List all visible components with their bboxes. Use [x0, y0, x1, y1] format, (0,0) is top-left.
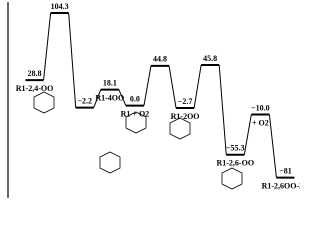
molecule [125, 111, 147, 134]
level-label: R1-2,6OO-3O [262, 181, 300, 190]
connector [43, 13, 52, 81]
page: 28.8 R1-2,4-OO 104.3 −2.2 18.1 R1-4OO 0.0 R1 + … [7, 1, 300, 198]
connector [93, 89, 102, 108]
connector [218, 64, 227, 155]
connector [68, 13, 77, 108]
value-label: 28.8 [28, 69, 42, 78]
connector [143, 65, 152, 106]
level-label: R1-4OO [95, 93, 124, 102]
value-label: −81 [279, 166, 292, 175]
value-label: −2.7 [178, 97, 193, 106]
level-label: R1-2OO [171, 112, 200, 121]
level-label: R1 + O2 [121, 109, 150, 118]
molecule [221, 167, 243, 190]
value-label: 44.8 [153, 55, 167, 64]
value-label: 18.1 [103, 78, 117, 87]
value-label: 0.0 [130, 94, 140, 103]
connector [268, 114, 277, 178]
value-label: −2.2 [77, 96, 92, 105]
chart: 28.8 R1-2,4-OO 104.3 −2.2 18.1 R1-4OO 0.0 R1 + … [7, 2, 300, 198]
connector [168, 65, 177, 109]
value-label: −10.0 [251, 103, 270, 112]
value-label: −55.3 [226, 144, 245, 153]
value-label: 45.8 [203, 54, 217, 63]
molecule-icons [33, 91, 243, 190]
molecule [33, 91, 55, 114]
connector [243, 114, 252, 155]
molecule [99, 151, 121, 174]
molecule [169, 117, 191, 140]
level-label: + O2 [252, 118, 269, 127]
level-label: R1-2,6-OO [216, 159, 254, 168]
level-label: R1-2,4-OO [16, 84, 54, 93]
connector [118, 89, 127, 106]
connector [193, 64, 202, 109]
value-label: 104.3 [51, 2, 69, 11]
